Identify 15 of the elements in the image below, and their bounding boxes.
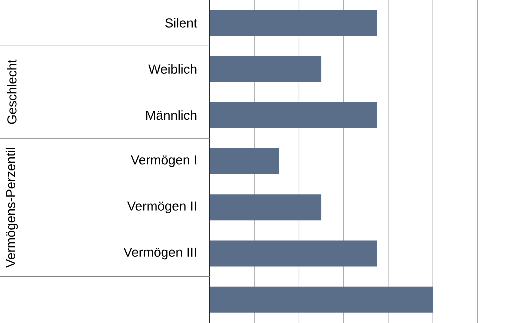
- bar: [210, 102, 378, 128]
- bar: [210, 194, 322, 221]
- bar: [210, 240, 378, 267]
- y-tick-label: Vermögen III: [124, 248, 196, 260]
- bar: [210, 286, 434, 313]
- bar: [210, 148, 280, 174]
- y-tick-label: Vermögen I: [131, 156, 196, 168]
- y-tick-label: Vermögen II: [127, 202, 196, 214]
- y-tick-label: Weiblich: [148, 64, 197, 74]
- bar: [210, 10, 378, 36]
- text: Vermögens-Perzentil: [6, 148, 18, 268]
- y-tick-label: Männlich: [146, 110, 197, 120]
- text: Geschlecht: [7, 60, 17, 124]
- y-tick-label: Silent: [166, 18, 198, 28]
- bar: [210, 56, 322, 82]
